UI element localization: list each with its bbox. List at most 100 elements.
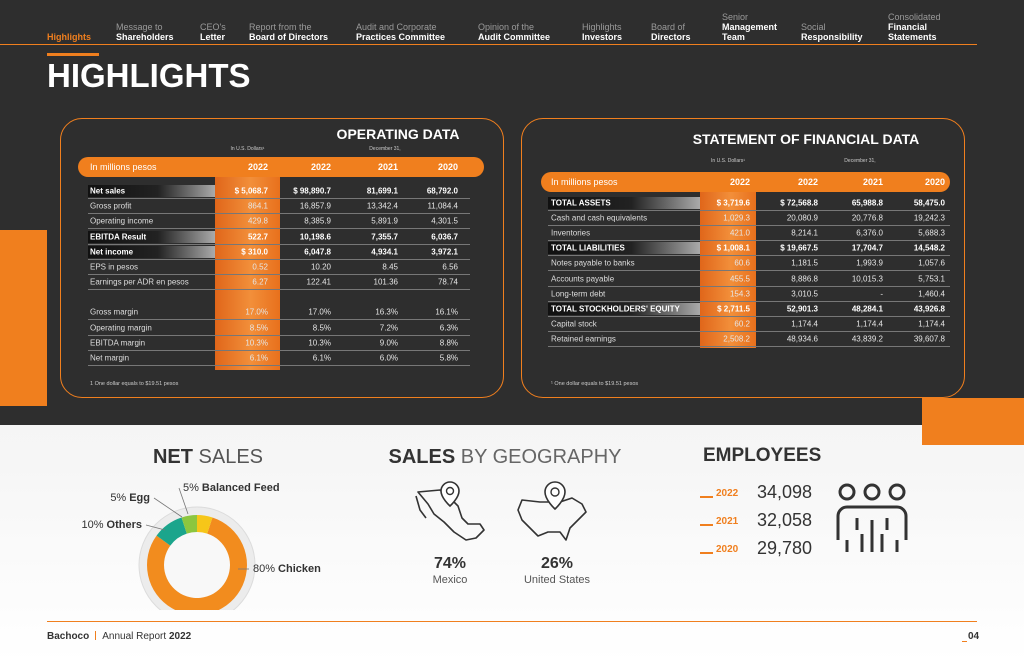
cell-value: 19,242.3 bbox=[913, 213, 945, 223]
cell-value: 864.1 bbox=[247, 201, 268, 211]
nav-label: Consolidated bbox=[888, 12, 941, 22]
segment-label: 80% Chicken bbox=[253, 563, 321, 575]
header-year: 2022 bbox=[797, 177, 818, 187]
row-label: EBITDA Result bbox=[90, 232, 147, 242]
nav-label: Highlights bbox=[47, 32, 91, 42]
employee-count: 34,098 bbox=[757, 482, 813, 502]
nav-label: Letter bbox=[200, 32, 226, 42]
row-label: TOTAL STOCKHOLDERS' EQUITY bbox=[551, 304, 680, 314]
pin bbox=[440, 481, 460, 508]
cell-value: 6.3% bbox=[439, 323, 458, 333]
cell-value: $ 19,667.5 bbox=[780, 243, 818, 253]
cell-value: 10,015.3 bbox=[851, 274, 883, 283]
region-percent: 26% bbox=[540, 555, 574, 572]
nav-label: Practices Committee bbox=[356, 32, 446, 42]
row-rule bbox=[88, 258, 470, 260]
cell-value: 17,704.7 bbox=[851, 243, 883, 253]
cell-value: 8,886.8 bbox=[791, 274, 818, 283]
row-rule bbox=[548, 300, 950, 302]
nav-label: Responsibility bbox=[801, 32, 863, 42]
leader-line bbox=[153, 497, 183, 518]
nav-item[interactable]: Social Responsibility bbox=[801, 22, 863, 42]
cell-value: 43,926.8 bbox=[913, 304, 945, 314]
cell-value: 1,174.4 bbox=[918, 319, 945, 329]
header-year: 2022 bbox=[729, 177, 750, 187]
nav-item[interactable]: Audit and Corporate Practices Committee bbox=[356, 22, 445, 42]
operating-panel bbox=[60, 118, 504, 398]
nav-item[interactable]: Message to Shareholders bbox=[116, 22, 174, 42]
footer-text: Bachoco Annual Report 2022 bbox=[47, 631, 191, 642]
title-light: SALES bbox=[198, 446, 264, 468]
donut-center bbox=[164, 532, 230, 598]
employee-year: 2022 bbox=[716, 488, 739, 499]
cell-value: - bbox=[880, 289, 883, 299]
separator bbox=[95, 631, 97, 640]
cell-value: 8.5% bbox=[312, 323, 331, 333]
nav-item[interactable]: Report from the Board of Directors bbox=[249, 22, 328, 42]
footnote: 1 One dollar equals to $19.51 pesos bbox=[90, 381, 179, 387]
year-dash bbox=[700, 524, 713, 526]
row-label: Operating margin bbox=[90, 323, 152, 333]
cell-value: 8.8% bbox=[439, 338, 458, 348]
cell-value: 78.74 bbox=[437, 277, 458, 287]
nav-item[interactable]: Highlights bbox=[47, 32, 91, 42]
employee-year: 2020 bbox=[716, 544, 739, 555]
cell-value: 8,385.9 bbox=[304, 216, 331, 226]
nav-item[interactable]: Board of Directors bbox=[651, 22, 691, 42]
cell-value: $ 3,719.6 bbox=[716, 198, 750, 208]
segment-percent: 80% bbox=[253, 563, 275, 575]
row-rule bbox=[88, 228, 470, 230]
date-note: December 31, bbox=[844, 158, 876, 164]
leader-line bbox=[178, 487, 189, 515]
brand: Bachoco bbox=[47, 631, 90, 642]
nav-item[interactable]: Senior Management Team bbox=[722, 12, 777, 42]
cell-value: 14,548.2 bbox=[913, 243, 945, 253]
nav-label: Team bbox=[722, 32, 745, 42]
nav-item[interactable]: Highlights Investors bbox=[582, 22, 622, 42]
leader-line bbox=[145, 524, 166, 531]
row-label: Cash and cash equivalents bbox=[551, 213, 648, 223]
row-rule bbox=[548, 240, 950, 242]
cell-value: 1,174.4 bbox=[791, 319, 818, 329]
cell-value: 6,047.8 bbox=[304, 247, 331, 257]
cell-value: 10.3% bbox=[308, 338, 331, 348]
row-rule bbox=[548, 345, 950, 347]
nav-label: Highlights bbox=[582, 22, 622, 32]
row-rule bbox=[548, 330, 950, 332]
nav-item[interactable]: Opinion of the Audit Committee bbox=[478, 22, 550, 42]
cell-value: 154.3 bbox=[729, 289, 750, 299]
header-year: 2020 bbox=[924, 177, 945, 187]
row-label: Inventories bbox=[551, 228, 591, 238]
row-highlight bbox=[88, 245, 215, 258]
nav-item[interactable]: CEO's Letter bbox=[200, 22, 226, 42]
row-label: Retained earnings bbox=[551, 334, 616, 344]
region-name: United States bbox=[523, 574, 591, 586]
cell-value: 122.41 bbox=[306, 277, 331, 287]
usa-map bbox=[517, 497, 587, 541]
year: 2022 bbox=[168, 631, 192, 642]
nav-label: Investors bbox=[582, 32, 623, 42]
cell-value: 5,688.3 bbox=[918, 228, 945, 238]
cell-value: 4,934.1 bbox=[371, 247, 398, 257]
row-highlight bbox=[548, 302, 700, 315]
title-bold: NET bbox=[152, 446, 193, 468]
cell-value: 6.1% bbox=[312, 353, 331, 363]
cell-value: 11,084.4 bbox=[427, 201, 458, 211]
report: Annual Report bbox=[102, 631, 167, 642]
cell-value: 9.0% bbox=[379, 338, 398, 348]
cell-value: 60.2 bbox=[734, 319, 750, 329]
cell-value: 16,857.9 bbox=[299, 201, 331, 211]
header-label: In millions pesos bbox=[90, 162, 157, 172]
header-bar bbox=[541, 172, 950, 192]
employees-title: EMPLOYEES bbox=[703, 445, 822, 466]
nav-item[interactable]: Consolidated Financial Statements bbox=[888, 12, 941, 42]
cell-value: 7,355.7 bbox=[371, 232, 398, 242]
cell-value: 1,460.4 bbox=[918, 289, 945, 299]
cell-value: 6.56 bbox=[442, 262, 458, 272]
orange-block bbox=[922, 398, 1024, 445]
cell-value: 1,181.5 bbox=[791, 258, 818, 268]
orange-block bbox=[0, 230, 47, 406]
usd-note: In U.S. Dollars¹ bbox=[711, 158, 745, 164]
nav-label: Shareholders bbox=[116, 32, 174, 42]
nav-label: Statements bbox=[888, 32, 937, 42]
